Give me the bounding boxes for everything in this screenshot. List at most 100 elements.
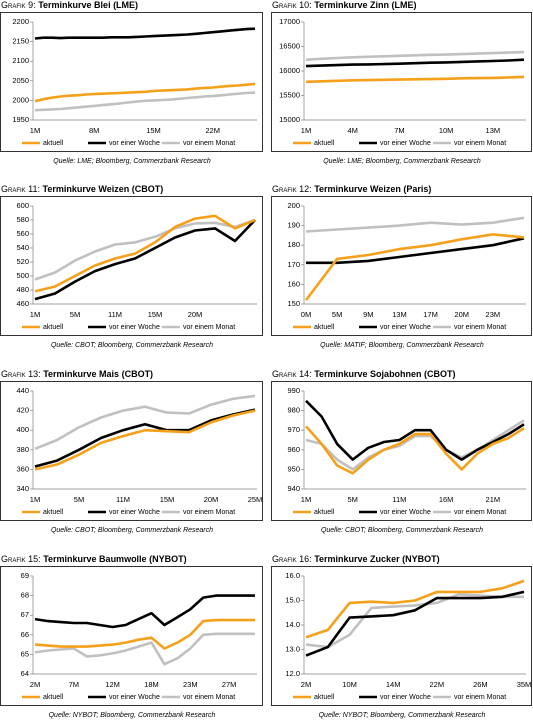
legend-label: vor einer Woche (109, 509, 160, 516)
legend-label: vor einer Woche (380, 509, 431, 516)
x-tick-label: 20M (454, 310, 469, 319)
x-tick-label: 1M (30, 310, 40, 319)
source-note: Quelle: LME; Bloomberg, Commerzbank Rese… (323, 158, 481, 165)
y-tick-label: 15500 (279, 90, 300, 99)
y-tick-label: 970 (287, 425, 300, 434)
x-tick-label: 8M (89, 126, 99, 135)
series-line (34, 408, 256, 468)
y-tick-label: 560 (16, 229, 29, 238)
y-tick-label: 540 (16, 243, 29, 252)
series-line (34, 618, 255, 650)
legend-label: aktuell (314, 140, 335, 147)
y-tick-label: 360 (16, 464, 29, 473)
y-tick-label: 480 (16, 285, 29, 294)
chart-label: Grafik 12: (272, 184, 312, 194)
y-tick-label: 580 (16, 215, 29, 224)
y-tick-label: 440 (16, 386, 29, 395)
y-tick-label: 69 (21, 571, 29, 580)
x-tick-label: 25M (248, 495, 263, 504)
chart-panel: Grafik 11: Terminkurve Weizen (CBOT) 460 4… (0, 184, 263, 349)
y-tick-label: 940 (287, 484, 300, 493)
y-tick-label: 170 (287, 260, 300, 269)
x-tick-label: 12M (105, 680, 120, 689)
y-tick-label: 150 (287, 299, 300, 308)
chart-frame (0, 12, 263, 152)
y-tick-label: 15.0 (285, 595, 300, 604)
series-line (305, 425, 525, 475)
series-line (305, 593, 524, 649)
series-line (34, 27, 256, 40)
chart-title-text: Terminkurve Baumwolle (NYBOT) (43, 554, 186, 564)
x-tick-label: 10M (342, 680, 357, 689)
series-line (34, 82, 256, 103)
x-tick-label: 7M (69, 680, 79, 689)
chart-label: Grafik 16: (272, 554, 312, 564)
series-line (305, 399, 525, 461)
y-tick-label: 17000 (279, 17, 300, 26)
chart-label: Grafik 10: (272, 0, 312, 10)
x-tick-label: 17M (423, 310, 438, 319)
y-tick-label: 67 (21, 610, 29, 619)
legend-label: aktuell (314, 324, 335, 331)
y-tick-label: 960 (287, 445, 300, 454)
chart-title: Grafik 12: Terminkurve Weizen (Paris) (272, 184, 431, 194)
x-tick-label: 23M (486, 310, 501, 319)
chart-title-text: Terminkurve Zucker (NYBOT) (314, 554, 439, 564)
source-note: Quelle: CBOT; Bloomberg, Commerzbank Res… (51, 342, 213, 349)
y-tick-label: 460 (16, 299, 29, 308)
series-line (34, 214, 256, 293)
chart-frame (271, 566, 532, 706)
y-tick-label: 380 (16, 445, 29, 454)
y-tick-label: 160 (287, 279, 300, 288)
y-tick-label: 16000 (279, 66, 300, 75)
y-tick-label: 14.0 (285, 620, 300, 629)
chart-panel: Grafik 13: Terminkurve Mais (CBOT) 340 360… (0, 369, 263, 534)
x-tick-label: 13M (392, 310, 407, 319)
chart-frame (0, 566, 263, 706)
x-tick-label: 16M (439, 495, 454, 504)
x-tick-label: 11M (116, 495, 130, 504)
x-tick-label: 7M (394, 126, 404, 135)
chart-title-text: Terminkurve Zinn (LME) (314, 0, 416, 10)
x-tick-label: 5M (74, 495, 84, 504)
chart-title-text: Terminkurve Sojabohnen (CBOT) (314, 369, 455, 379)
series-line (305, 75, 525, 84)
legend-label: vor einem Monat (454, 140, 506, 147)
x-tick-label: 2M (30, 680, 40, 689)
legend-label: vor einem Monat (454, 509, 506, 516)
chart-title: Grafik 9: Terminkurve Blei (LME) (1, 0, 138, 10)
y-tick-label: 12.0 (285, 669, 300, 678)
y-tick-label: 190 (287, 221, 300, 230)
series-line (34, 409, 256, 471)
x-tick-label: 1M (301, 126, 311, 135)
x-tick-label: 15M (160, 495, 175, 504)
source-note: Quelle: CBOT; Bloomberg, Commerzbank Res… (321, 527, 483, 534)
y-tick-label: 2000 (12, 95, 29, 104)
y-tick-label: 64 (21, 669, 29, 678)
source-note: Quelle: NYBOT; Bloomberg, Commerzbank Re… (319, 712, 486, 719)
chart-frame (0, 381, 263, 521)
chart-panel: Grafik 12: Terminkurve Weizen (Paris) 150… (271, 184, 532, 349)
y-tick-label: 340 (16, 484, 29, 493)
chart-panel: Grafik 10: Terminkurve Zinn (LME) 15000 15… (271, 0, 532, 165)
chart-title: Grafik 13: Terminkurve Mais (CBOT) (1, 369, 153, 379)
chart-frame (271, 196, 532, 336)
chart-frame (271, 12, 532, 152)
legend-label: aktuell (43, 694, 64, 701)
legend-label: aktuell (43, 509, 64, 516)
chart-title: Grafik 16: Terminkurve Zucker (NYBOT) (272, 554, 440, 564)
x-tick-label: 13M (486, 126, 501, 135)
series-line (305, 590, 525, 657)
legend-label: vor einer Woche (380, 324, 431, 331)
chart-panel: Grafik 9: Terminkurve Blei (LME) 1950 2000… (0, 0, 263, 165)
x-tick-label: 22M (205, 126, 220, 135)
y-tick-label: 180 (287, 240, 300, 249)
x-tick-label: 23M (183, 680, 198, 689)
x-tick-label: 20M (204, 495, 219, 504)
x-tick-label: 11M (108, 310, 122, 319)
x-tick-label: 2M (301, 680, 311, 689)
series-line (305, 579, 525, 639)
series-line (34, 594, 255, 629)
series-line (34, 91, 256, 112)
legend-label: aktuell (314, 694, 335, 701)
